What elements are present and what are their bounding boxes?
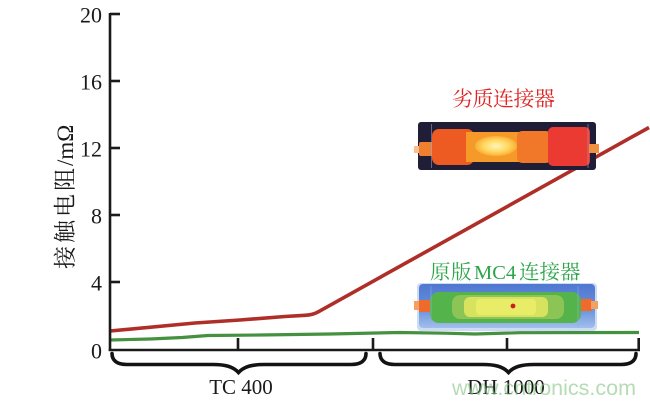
svg-text:20: 20 xyxy=(80,3,102,28)
svg-text:DH 1000: DH 1000 xyxy=(467,375,545,399)
svg-text:4: 4 xyxy=(91,271,102,296)
svg-text:12: 12 xyxy=(80,137,102,162)
svg-text:0: 0 xyxy=(91,338,102,363)
svg-text:TC 400: TC 400 xyxy=(209,375,273,399)
svg-text:www.cntronics.com: www.cntronics.com xyxy=(451,376,636,400)
svg-text:MC4: MC4 xyxy=(474,262,516,284)
svg-text:/mΩ: /mΩ xyxy=(53,125,78,166)
svg-text:16: 16 xyxy=(80,70,102,95)
svg-text:8: 8 xyxy=(91,204,102,229)
